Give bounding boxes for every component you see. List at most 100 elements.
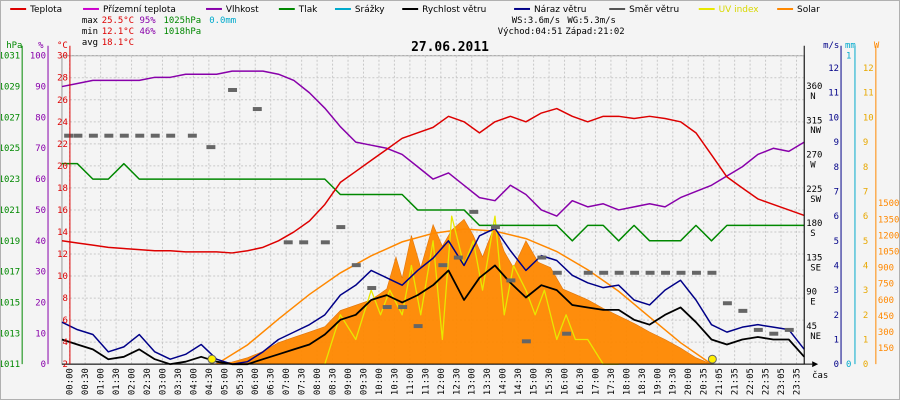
hpa-axis-tick: 1021 <box>0 206 20 216</box>
mm-axis-unit: mm <box>845 41 856 51</box>
hpa-axis-tick: 1025 <box>0 144 20 154</box>
ms-axis-tick: 11 <box>828 89 839 99</box>
smer-point <box>537 255 547 260</box>
smer-point <box>135 133 145 138</box>
stat-min-temp: 12.1°C <box>102 27 134 37</box>
temp-axis-tick: 18 <box>57 184 68 194</box>
smer-point <box>506 278 516 283</box>
legend-label-7: Směr větru <box>629 4 679 15</box>
pct-axis-tick: 20 <box>35 298 46 308</box>
uv-axis-tick: 4 <box>863 261 868 271</box>
temp-axis-tick: 28 <box>57 74 68 84</box>
x-tick-label: 02:30 <box>143 368 153 395</box>
pct-axis-tick: 60 <box>35 175 46 185</box>
hpa-axis-unit: hPa <box>6 41 22 51</box>
x-tick-label: 02:00 <box>128 368 138 395</box>
x-tick-label: 00:30 <box>81 368 91 395</box>
uv-axis-tick: 1 <box>863 335 868 345</box>
smer-point <box>252 107 262 112</box>
pct-axis-tick: 90 <box>35 83 46 93</box>
ms-axis-unit: m/s <box>823 41 839 51</box>
ms-axis-tick: 1 <box>834 335 839 345</box>
hpa-axis-tick: 1019 <box>0 237 20 247</box>
dir-tick-deg: 45 <box>806 322 817 332</box>
dir-tick-name: N <box>810 92 815 102</box>
smer-point <box>661 270 671 275</box>
series-solar-max <box>216 228 712 365</box>
x-tick-label: 01:30 <box>112 368 122 395</box>
dir-tick-deg: 315 <box>806 116 822 126</box>
smer-point <box>722 301 732 306</box>
x-tick-label: 05:30 <box>236 368 246 395</box>
x-tick-label: 08:00 <box>313 368 323 395</box>
smer-point <box>104 133 114 138</box>
x-tick-label: 13:00 <box>468 368 478 395</box>
x-tick-label: 05:00 <box>220 368 230 395</box>
stat-min-hum: 46% <box>140 27 157 37</box>
x-tick-label: 04:30 <box>205 368 215 395</box>
smer-point <box>691 270 701 275</box>
hpa-axis-tick: 1029 <box>0 83 20 93</box>
stat-max-press: 1025hPa <box>163 16 201 26</box>
smer-point <box>336 225 346 230</box>
dir-tick-deg: 135 <box>806 253 822 263</box>
series-naraz <box>61 227 805 365</box>
uv-axis-tick: 2 <box>863 311 868 321</box>
smer-point <box>614 270 624 275</box>
stat-max-label: max <box>82 16 99 26</box>
dir-tick-name: E <box>810 298 815 308</box>
dir-tick-deg: 90 <box>806 288 817 298</box>
smer-point <box>367 286 377 291</box>
stat-sunrise: Východ:04:51 <box>498 27 563 37</box>
x-tick-label: 22:35 <box>762 368 772 395</box>
smer-point <box>64 133 74 138</box>
legend-label-9: Solar <box>797 5 820 15</box>
dir-tick-name: S <box>810 229 815 239</box>
legend-label-4: Srážky <box>355 5 385 15</box>
stat-sunset: Západ:21:02 <box>565 27 624 37</box>
ms-axis-tick: 8 <box>834 163 839 173</box>
x-tick-label: 16:00 <box>561 368 571 395</box>
series-teplota <box>61 107 805 254</box>
smer-point <box>351 263 361 268</box>
mm-axis-tick: 1 <box>846 52 851 62</box>
legend-label-3: Tlak <box>298 5 318 15</box>
w-axis-tick: 1050 <box>878 248 900 258</box>
temp-axis-tick: 14 <box>57 228 68 238</box>
pct-axis-tick: 30 <box>35 268 46 278</box>
uv-axis-tick: 5 <box>863 237 868 247</box>
x-tick-label: 18:30 <box>638 368 648 395</box>
uv-axis-tick: 10 <box>863 113 874 123</box>
uv-axis-tick: 3 <box>863 286 868 296</box>
x-tick-label: 15:30 <box>545 368 555 395</box>
x-tick-label: 03:30 <box>174 368 184 395</box>
x-tick-label: 09:00 <box>344 368 354 395</box>
w-axis-unit: W <box>874 41 880 51</box>
x-tick-label: 00:00 <box>66 368 76 395</box>
temp-axis-tick: 24 <box>57 118 68 128</box>
smer-point <box>562 331 572 336</box>
chart-title: 27.06.2011 <box>411 40 489 55</box>
x-tick-label: 09:30 <box>359 368 369 395</box>
x-tick-label: 14:30 <box>514 368 524 395</box>
x-tick-label: 23:35 <box>792 368 802 395</box>
x-axis-title: čas <box>812 370 828 381</box>
smer-point <box>753 327 763 332</box>
smer-point <box>413 324 423 329</box>
smer-point <box>645 270 655 275</box>
smer-point <box>88 133 98 138</box>
hpa-axis-tick: 1027 <box>0 113 20 123</box>
x-tick-label: 18:00 <box>622 368 632 395</box>
x-tick-label: 17:30 <box>607 368 617 395</box>
legend-label-0: Teplota <box>29 5 62 15</box>
x-tick-label: 03:00 <box>158 368 168 395</box>
ms-axis-tick: 7 <box>834 187 839 197</box>
smer-point <box>206 145 216 150</box>
ms-axis-tick: 9 <box>834 138 839 148</box>
pct-axis-tick: 40 <box>35 237 46 247</box>
stat-wg: WG:5.3m/s <box>567 16 615 26</box>
x-tick-label: 21:05 <box>715 368 725 395</box>
hpa-axis-tick: 1015 <box>0 298 20 308</box>
mm-axis-tick: 0 <box>846 360 851 370</box>
